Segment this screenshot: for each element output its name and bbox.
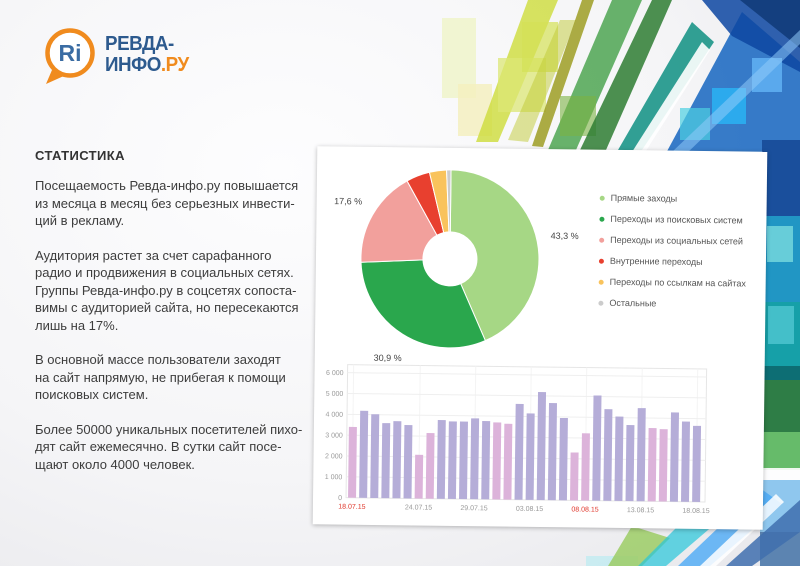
bar-day-7	[425, 433, 435, 499]
legend-dot-icon	[598, 300, 604, 306]
legend-dot-icon	[599, 237, 605, 243]
y-axis-tick-label: 4 000	[325, 412, 343, 419]
bar-day-30	[681, 421, 690, 502]
statistics-paragraph-2: Аудитория растет за счет сарафанного рад…	[35, 247, 299, 333]
bar-day-19	[558, 417, 568, 501]
bar-day-17	[536, 392, 547, 501]
bar-day-0	[348, 426, 357, 498]
legend-dot-icon	[598, 258, 604, 264]
bar-day-16	[525, 413, 535, 500]
bar-day-29	[669, 412, 679, 502]
statistics-paragraph-1: Посещаемость Ревда-инфо.ру повышается из…	[35, 178, 299, 228]
site-logo: Ri РЕВДА- ИНФО.РУ	[42, 26, 194, 88]
legend-item: Остальные	[598, 297, 745, 311]
logo-line2-main: ИНФО	[105, 54, 161, 76]
bar-day-11	[470, 418, 480, 500]
bar-day-10	[459, 421, 468, 500]
x-axis-tick-label: 18.08.15	[682, 508, 709, 515]
y-axis-tick-label: 0	[338, 495, 342, 502]
bar-day-20	[570, 452, 579, 501]
y-axis-tick-label: 1 000	[325, 474, 343, 481]
legend-label: Остальные	[609, 297, 657, 309]
x-axis-tick-label: 08.08.15	[571, 506, 598, 513]
logo-line2-suffix: .РУ	[160, 54, 189, 76]
legend-item: Переходы из поисковых систем	[599, 213, 746, 227]
logo-line1: РЕВДА-	[105, 33, 174, 55]
x-axis-tick-label: 18.07.15	[338, 504, 365, 511]
legend-item: Переходы по ссылкам на сайтах	[598, 276, 746, 290]
analytics-panel: 43,3 % 30,9 % 17,6 % Прямые заходы Переходы…	[312, 146, 768, 530]
pie-chart: 43,3 % 30,9 % 17,6 %	[334, 169, 579, 363]
bar-day-31	[692, 425, 702, 502]
legend-label: Переходы по ссылкам на сайтах	[609, 276, 746, 289]
pie-value-label: 17,6 %	[334, 196, 362, 206]
legend-item: Прямые заходы	[599, 192, 747, 206]
y-axis-tick-label: 3 000	[325, 432, 343, 439]
statistics-paragraph-4: Более 50000 уникальных посетителей пихо-…	[35, 421, 303, 472]
bar-day-8	[436, 420, 446, 499]
plot-border	[345, 364, 708, 503]
bar-day-25	[625, 425, 635, 502]
gridline-horizontal	[347, 392, 707, 399]
pie-value-label: 43,3 %	[551, 231, 579, 241]
bar-day-12	[481, 420, 491, 500]
legend-dot-icon	[599, 216, 605, 222]
y-axis-tick-label: 5 000	[326, 391, 344, 398]
background-art	[442, 0, 800, 566]
y-axis-tick-label: 6 000	[326, 370, 344, 377]
bar-day-27	[647, 428, 657, 502]
legend-dot-icon	[598, 279, 604, 285]
pie-slice-1	[360, 259, 486, 349]
bar-day-21	[581, 433, 590, 501]
statistics-paragraph-3: В основной массе пользователи заходят на…	[35, 352, 286, 402]
pie-slice-5	[446, 169, 452, 233]
bar-day-26	[636, 408, 646, 502]
bar-day-23	[603, 409, 613, 501]
bar-day-13	[492, 422, 502, 500]
statistics-heading: СТАТИСТИКА	[35, 148, 125, 163]
bar-day-3	[381, 423, 391, 499]
bar-day-6	[414, 454, 424, 499]
x-axis-tick-label: 29.07.15	[460, 505, 487, 512]
x-axis-tick-label: 24.07.15	[405, 504, 432, 511]
logo-speech-bubble-icon: Ri	[45, 28, 95, 84]
bar-day-2	[370, 414, 380, 499]
pie-value-label: 30,9 %	[374, 353, 402, 363]
gridline-horizontal	[347, 413, 707, 420]
bar-day-28	[658, 429, 668, 502]
x-axis-tick-label: 13.08.15	[627, 507, 654, 514]
gridline-horizontal	[347, 372, 707, 378]
bar-day-22	[592, 395, 602, 501]
bar-day-15	[514, 403, 524, 500]
bar-day-1	[359, 410, 369, 498]
logo-line2: ИНФО.РУ	[105, 55, 189, 76]
bar-day-18	[547, 403, 558, 501]
legend-item: Внутренние переходы	[598, 255, 746, 269]
pie-legend: Прямые заходы Переходы из поисковых систе…	[598, 192, 747, 320]
bar-day-9	[447, 421, 457, 499]
bar-day-24	[614, 416, 624, 502]
legend-label: Внутренние переходы	[609, 255, 703, 267]
statistics-section: СТАТИСТИКА Посещаемость Ревда-инфо.ру по…	[35, 148, 321, 490]
bar-day-4	[392, 421, 402, 499]
legend-dot-icon	[599, 195, 605, 201]
pie-slice-0	[449, 169, 540, 342]
x-axis-tick-label: 03.08.15	[516, 506, 543, 513]
logo-wordmark: РЕВДА- ИНФО.РУ	[105, 34, 189, 76]
bar-day-5	[403, 425, 413, 499]
bar-day-14	[503, 423, 513, 500]
logo-bubble-text: Ri	[59, 40, 82, 66]
legend-item: Переходы из социальных сетей	[599, 234, 746, 248]
bar-chart: 0 1 000 2 000 3 000 4 000 5 000 6 000 18.07.15 2…	[325, 364, 710, 515]
legend-label: Прямые заходы	[610, 192, 678, 204]
legend-label: Переходы из социальных сетей	[610, 234, 744, 247]
legend-label: Переходы из поисковых систем	[610, 213, 743, 226]
y-axis-tick-label: 2 000	[325, 453, 343, 460]
